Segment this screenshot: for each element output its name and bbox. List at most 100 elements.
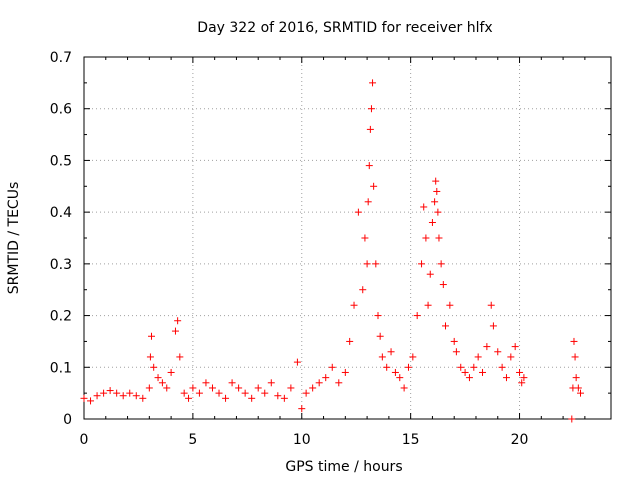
data-point: [298, 405, 306, 413]
data-point: [185, 394, 193, 402]
data-point: [167, 368, 175, 376]
data-point: [148, 332, 156, 340]
data-point: [568, 415, 576, 423]
data-point: [434, 208, 442, 216]
data-point: [222, 394, 230, 402]
data-point: [309, 384, 317, 392]
data-point: [433, 187, 441, 195]
data-point: [383, 363, 391, 371]
data-point: [215, 389, 223, 397]
data-point: [171, 327, 179, 335]
data-point: [494, 348, 502, 356]
data-point: [315, 379, 323, 387]
data-point: [431, 198, 439, 206]
data-point: [413, 312, 421, 320]
data-point: [267, 379, 275, 387]
data-point: [572, 374, 580, 382]
data-point: [106, 387, 114, 395]
data-point: [479, 368, 487, 376]
data-point: [163, 384, 171, 392]
data-point: [432, 177, 440, 185]
data-point: [520, 374, 528, 382]
data-point: [428, 218, 436, 226]
data-point: [150, 363, 158, 371]
data-point: [435, 234, 443, 242]
data-point: [372, 260, 380, 268]
data-point: [470, 363, 478, 371]
y-tick-label: 0.5: [50, 153, 72, 169]
y-tick-label: 0.1: [50, 360, 72, 376]
data-point: [189, 384, 197, 392]
y-tick-label: 0.6: [50, 102, 72, 118]
data-point: [391, 368, 399, 376]
data-point: [511, 343, 519, 351]
data-point: [228, 379, 236, 387]
data-point: [154, 374, 162, 382]
data-point: [195, 389, 203, 397]
data-point: [437, 260, 445, 268]
data-point: [335, 379, 343, 387]
data-point: [439, 281, 447, 289]
data-point: [378, 353, 386, 361]
data-point: [571, 353, 579, 361]
data-points: [80, 79, 585, 423]
data-point: [450, 337, 458, 345]
x-tick-label: 20: [511, 432, 529, 448]
x-tick-label: 5: [188, 432, 197, 448]
x-tick-label: 0: [80, 432, 89, 448]
data-point: [374, 312, 382, 320]
data-point: [280, 394, 288, 402]
data-point: [483, 343, 491, 351]
data-point: [404, 363, 412, 371]
data-point: [426, 270, 434, 278]
y-tick-label: 0: [63, 412, 72, 428]
data-point: [235, 384, 243, 392]
data-point: [293, 358, 301, 366]
data-point: [570, 337, 578, 345]
data-point: [365, 162, 373, 170]
data-point: [93, 392, 101, 400]
data-point: [100, 389, 108, 397]
plot-frame: [83, 56, 612, 420]
data-point: [418, 260, 426, 268]
data-point: [241, 389, 249, 397]
data-point: [424, 301, 432, 309]
data-point: [126, 389, 134, 397]
data-point: [461, 368, 469, 376]
data-point: [254, 384, 262, 392]
grid: [84, 57, 611, 419]
data-point: [248, 394, 256, 402]
data-point: [409, 353, 417, 361]
data-point: [361, 234, 369, 242]
data-point: [376, 332, 384, 340]
data-point: [180, 389, 188, 397]
data-point: [370, 182, 378, 190]
data-point: [516, 368, 524, 376]
data-point: [80, 394, 88, 402]
data-point: [328, 363, 336, 371]
data-point: [369, 79, 377, 87]
data-point: [474, 353, 482, 361]
data-point: [202, 379, 210, 387]
y-tick-label: 0.2: [50, 309, 72, 325]
data-point: [420, 203, 428, 211]
data-point: [387, 348, 395, 356]
data-point: [208, 384, 216, 392]
data-point: [341, 368, 349, 376]
data-point: [574, 384, 582, 392]
data-point: [367, 105, 375, 113]
chart-title: Day 322 of 2016, SRMTID for receiver hlf…: [197, 20, 492, 36]
data-point: [446, 301, 454, 309]
y-axis-label: SRMTID / TECUs: [6, 182, 22, 295]
data-point: [452, 348, 460, 356]
data-point: [302, 389, 310, 397]
data-point: [132, 392, 140, 400]
data-point: [498, 363, 506, 371]
x-tick-label: 15: [402, 432, 420, 448]
data-point: [577, 389, 585, 397]
data-point: [359, 286, 367, 294]
data-point: [119, 392, 127, 400]
data-point: [139, 394, 147, 402]
